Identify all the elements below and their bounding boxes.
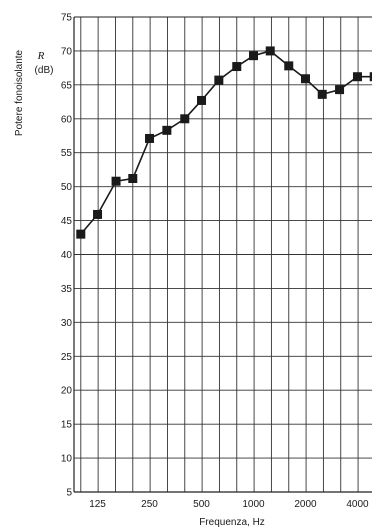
x-tick-label: 2000 [294, 499, 317, 510]
y-tick-label: 40 [61, 250, 73, 261]
data-point [317, 89, 327, 99]
y-tick-label: 65 [61, 80, 73, 91]
y-tick-label: 20 [61, 386, 73, 397]
y-tick-label: 70 [61, 46, 73, 57]
data-point [197, 95, 207, 105]
x-tick-label: 250 [141, 499, 158, 510]
data-point [111, 176, 121, 186]
x-tick-label: 500 [193, 499, 210, 510]
y-tick-label: 50 [61, 182, 73, 193]
x-tick-labels: 125 250 500 1000 2000 4000 [89, 499, 369, 510]
x-tick-label: 125 [89, 499, 106, 510]
y-tick-label: 25 [61, 352, 73, 363]
x-tick-label: 4000 [346, 499, 369, 510]
data-point [265, 46, 275, 56]
y-tick-label: 5 [66, 488, 72, 499]
data-point [93, 209, 103, 219]
series-line [80, 50, 372, 235]
x-axis-title: Frequenza, Hz [199, 517, 265, 528]
data-point [335, 85, 345, 95]
y-axis-unit: (dB) [35, 65, 54, 76]
y-tick-label: 45 [61, 216, 73, 227]
data-point [232, 62, 242, 72]
y-tick-label: 10 [61, 454, 73, 465]
y-axis-title: Potere fonoisolante [14, 49, 25, 136]
data-point [352, 72, 362, 82]
y-tick-label: 35 [61, 284, 73, 295]
data-point [369, 72, 372, 82]
y-tick-labels: 5 10 15 20 25 30 35 40 45 50 55 60 65 70 75 [61, 13, 73, 499]
data-point [180, 114, 190, 124]
data-point [128, 174, 138, 183]
data-point [284, 61, 294, 71]
y-tick-label: 30 [61, 318, 73, 329]
data-point [145, 133, 155, 143]
y-tick-label: 75 [61, 13, 73, 24]
data-point [249, 51, 258, 61]
series [76, 46, 372, 239]
x-tick-label: 1000 [242, 499, 265, 510]
data-point [162, 125, 172, 135]
data-point [76, 229, 86, 239]
data-point [300, 74, 310, 84]
y-tick-label: 55 [61, 148, 73, 159]
grid [73, 16, 372, 493]
data-point [214, 75, 224, 85]
y-tick-label: 15 [61, 420, 73, 431]
y-tick-label: 60 [61, 114, 73, 125]
y-axis-symbol: R [37, 50, 45, 62]
